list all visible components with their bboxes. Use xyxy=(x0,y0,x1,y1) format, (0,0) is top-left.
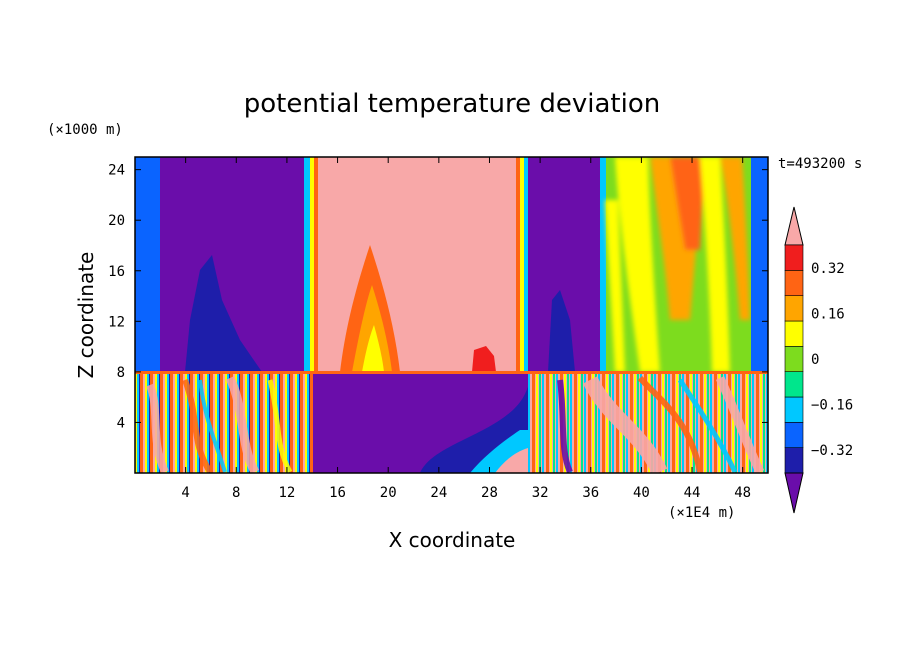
x-tick-label: 36 xyxy=(582,485,599,501)
region-inversion-line xyxy=(135,371,768,374)
y-axis-label: Z coordinate xyxy=(74,252,98,379)
y-tick-label: 16 xyxy=(108,264,125,280)
region-warm-edge-left xyxy=(304,157,310,373)
colorbar-swatch xyxy=(784,244,804,271)
x-tick-label: 8 xyxy=(232,485,240,501)
region-edge-yellow-right xyxy=(520,157,524,373)
colorbar-swatch xyxy=(784,295,804,322)
chart-title: potential temperature deviation xyxy=(244,89,660,119)
x-tick-label: 32 xyxy=(532,485,549,501)
y-tick-label: 12 xyxy=(108,314,125,330)
colorbar-swatch xyxy=(784,447,804,474)
y-tick-label: 8 xyxy=(117,365,125,381)
time-label: t=493200 s xyxy=(778,156,862,172)
region-lower-center-pink xyxy=(495,448,530,473)
x-tick-label: 48 xyxy=(734,485,751,501)
region-center-yellow-core xyxy=(362,325,384,372)
colorbar-swatch xyxy=(784,270,804,296)
colorbar: 0.32 0.16 0 −0.16 −0.32 xyxy=(784,206,853,514)
region-edge-red-left xyxy=(314,157,318,373)
y-tick-label: 20 xyxy=(108,213,125,229)
x-unit-label: (×1E4 m) xyxy=(668,505,735,521)
x-tick-label: 24 xyxy=(430,485,447,501)
x-tick-label: 16 xyxy=(329,485,346,501)
colorbar-swatch xyxy=(784,422,804,448)
region-edge-red-right xyxy=(516,157,520,373)
region-right-warm-plumes xyxy=(605,157,750,372)
region-lower-left-streaks xyxy=(146,376,293,473)
x-tick-label: 44 xyxy=(684,485,701,501)
colorbar-swatch xyxy=(784,396,804,423)
colorbar-label: −0.16 xyxy=(811,398,853,414)
region-right-navy-blob xyxy=(548,290,575,372)
y-tick-label: 24 xyxy=(108,163,125,179)
region-right-edge-blue xyxy=(751,157,768,373)
colorbar-label: 0 xyxy=(811,352,819,368)
colorbar-extend-bottom xyxy=(784,472,804,514)
colorbar-swatch xyxy=(784,371,804,398)
colorbar-label: 0.16 xyxy=(811,306,845,322)
colorbar-swatch xyxy=(784,346,804,372)
y-tick-label: 4 xyxy=(117,415,125,431)
colorbar-label: −0.32 xyxy=(811,443,853,459)
colorbar-extend-top xyxy=(784,206,804,246)
y-unit-label: (×1000 m) xyxy=(47,122,123,138)
colorbar-swatch xyxy=(784,320,804,347)
region-left-navy-blob xyxy=(185,255,262,372)
x-tick-label: 28 xyxy=(481,485,498,501)
region-center-red-patch xyxy=(472,346,496,372)
x-tick-label: 4 xyxy=(181,485,189,501)
x-tick-label: 20 xyxy=(380,485,397,501)
x-tick-label: 40 xyxy=(633,485,650,501)
colorbar-label: 0.32 xyxy=(811,261,845,277)
plot-frame xyxy=(134,156,769,474)
x-axis-ticks: 4 8 12 16 20 24 28 32 36 40 44 48 xyxy=(181,157,751,501)
region-edge-yellow-left xyxy=(310,157,314,373)
y-axis-ticks: 4 8 12 16 20 24 xyxy=(108,163,768,431)
region-center-orange-core xyxy=(352,285,392,372)
x-axis-label: X coordinate xyxy=(389,528,516,552)
region-edge-cyan-far xyxy=(600,157,606,373)
region-edge-cyan-right xyxy=(524,157,528,373)
x-tick-label: 12 xyxy=(278,485,295,501)
contour-field xyxy=(135,157,768,473)
region-lower-right-swirls xyxy=(557,375,765,473)
